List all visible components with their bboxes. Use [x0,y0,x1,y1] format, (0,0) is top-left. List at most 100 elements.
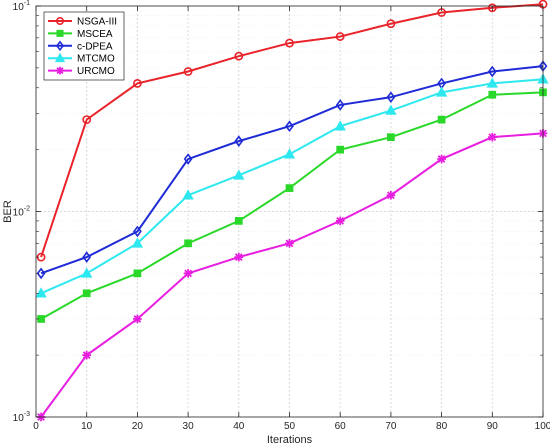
square-marker [387,133,395,142]
circle-marker [132,79,142,88]
legend-item: c-DPEA [48,40,113,52]
star-stroke [82,351,91,360]
square-marker [56,29,64,37]
triangle-marker [35,287,47,298]
circle-marker [234,51,244,61]
series-line [40,3,544,258]
y-tick-exponent: -1 [24,0,30,7]
square-marker [488,90,497,99]
diamond-marker [56,40,64,52]
x-tick-label: 20 [132,421,144,432]
y-tick-base: 10 [13,2,25,13]
square-marker [234,217,243,225]
diamond-marker [133,225,142,238]
triangle-marker [81,267,93,278]
x-tick-label: 100 [535,421,550,432]
y-tick-exponent: -3 [24,411,30,418]
triangle-marker [182,189,194,200]
triangle-marker [54,52,66,63]
x-tick-label: 40 [233,421,245,432]
star-marker [82,350,92,360]
triangle-marker [131,237,144,248]
triangle-marker [486,77,498,88]
square-marker [285,184,294,192]
star-stroke [285,239,294,248]
diamond-marker [386,91,396,104]
x-tick-label: 70 [385,421,397,432]
star-stroke [387,191,395,200]
legend-label: MSCEA [77,29,113,40]
legend-label: URCMO [77,66,115,77]
y-tick-label: 10-3 [13,411,30,424]
x-tick-label: 10 [81,421,93,432]
star-marker [335,216,345,226]
x-tick-label: 0 [33,421,39,432]
star-marker [183,269,193,278]
legend-item: URCMO [48,66,115,77]
star-stroke [437,155,446,163]
star-stroke [336,217,345,225]
star-stroke [56,67,64,75]
circle-marker [386,19,396,29]
series-mtcmo [35,73,549,298]
x-tick-label: 90 [487,421,499,432]
circle-marker [487,3,497,13]
y-tick-label: 10-2 [13,206,30,219]
circle-marker [285,38,294,48]
legend-label: NSGA-III [77,17,117,28]
triangle-marker [283,148,296,159]
circle-marker [82,115,92,125]
series-urcmo [36,129,548,422]
star-marker [437,154,446,164]
x-axis-label: Iterations [267,434,313,445]
star-stroke [133,315,142,323]
square-marker [437,115,446,124]
y-tick-exponent: -2 [24,206,30,213]
legend-item: MTCMO [48,52,115,65]
series-layer [35,0,549,422]
star-stroke [488,133,497,142]
triangle-marker [334,120,346,131]
star-stroke [184,269,192,278]
legend-label: c-DPEA [77,41,113,52]
legend-item: NSGA-III [48,17,117,28]
diamond-marker [183,153,193,165]
square-marker [133,269,142,278]
star-marker [133,314,142,324]
x-tick-label: 60 [335,421,347,432]
triangle-marker [233,169,245,180]
series-line [40,65,544,275]
square-marker [184,239,192,248]
circle-marker [183,67,193,76]
circle-marker [55,16,64,25]
x-tick-label: 80 [436,421,448,432]
circle-marker [335,32,345,41]
axis-ticks: 10-310-210-10 10 20 30 40 50 60 70 80 90 100 [13,0,550,432]
y-axis-label: BER [2,200,14,223]
legend-item: MSCEA [48,29,113,40]
x-tick-label: 30 [183,421,195,432]
y-tick-base: 10 [13,413,25,424]
diamond-marker [487,65,497,78]
triangle-marker [385,104,397,115]
star-marker [487,132,497,142]
diamond-marker [82,251,92,263]
diamond-marker [36,267,46,280]
diamond-marker [285,120,294,133]
triangle-marker [435,86,448,97]
star-marker [56,66,64,75]
star-marker [234,252,244,262]
square-marker [336,145,345,154]
series-mscea [37,88,547,323]
star-stroke [234,253,243,261]
diamond-marker [234,135,244,147]
star-marker [285,239,294,248]
x-tick-label: 50 [284,421,296,432]
y-tick-base: 10 [13,208,25,219]
square-marker [82,289,91,298]
y-tick-label: 10-1 [13,0,30,13]
diamond-marker [335,99,345,111]
star-marker [386,190,396,200]
